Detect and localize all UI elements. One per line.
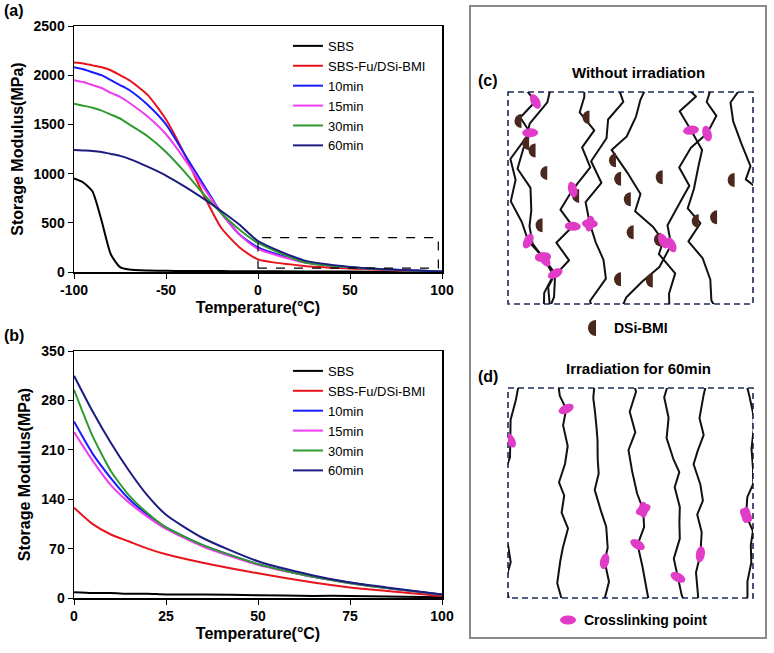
svg-text:50: 50 [342,282,358,298]
svg-text:-50: -50 [156,282,176,298]
svg-text:0: 0 [57,590,65,606]
svg-text:SBS: SBS [328,364,354,379]
svg-text:60min: 60min [328,463,363,478]
svg-text:140: 140 [41,491,65,507]
svg-text:Storage Modulus(MPa): Storage Modulus(MPa) [16,388,33,561]
svg-text:75: 75 [342,608,358,624]
html-text:(b): (b) [4,327,25,344]
svg-text:25: 25 [158,608,174,624]
svg-text:15min: 15min [328,424,363,439]
svg-text:30min: 30min [328,444,363,459]
svg-text:210: 210 [41,442,65,458]
svg-text:100: 100 [430,608,454,624]
html-text:(a): (a) [4,2,24,19]
svg-text:0: 0 [70,608,78,624]
svg-text:Irradiation for 60min: Irradiation for 60min [566,360,711,377]
svg-text:500: 500 [41,215,65,231]
svg-text:Storage Modulus(MPa): Storage Modulus(MPa) [9,62,26,235]
svg-text:15min: 15min [328,99,363,114]
svg-text:0: 0 [57,264,65,280]
svg-text:-100: -100 [60,282,88,298]
svg-text:2000: 2000 [34,67,65,83]
svg-text:30min: 30min [328,119,363,134]
svg-text:SBS: SBS [328,39,354,54]
svg-text:Without irradiation: Without irradiation [572,64,705,81]
svg-text:SBS-Fu/DSi-BMI: SBS-Fu/DSi-BMI [328,59,426,74]
svg-text:10min: 10min [328,404,363,419]
svg-text:10min: 10min [328,79,363,94]
svg-text:SBS-Fu/DSi-BMI: SBS-Fu/DSi-BMI [328,384,426,399]
svg-text:(c): (c) [478,72,498,89]
svg-text:280: 280 [41,392,65,408]
svg-text:(d): (d) [478,368,498,385]
svg-text:Temperature(°C): Temperature(°C) [196,299,320,316]
svg-text:2500: 2500 [34,18,65,34]
svg-text:1500: 1500 [34,116,65,132]
svg-text:DSi-BMI: DSi-BMI [614,320,668,336]
svg-text:100: 100 [430,282,454,298]
svg-text:0: 0 [254,282,262,298]
svg-text:1000: 1000 [34,166,65,182]
svg-text:60min: 60min [328,138,363,153]
svg-text:50: 50 [250,608,266,624]
svg-text:350: 350 [41,343,65,359]
svg-text:Crosslinking point: Crosslinking point [584,612,707,628]
svg-text:Temperature(°C): Temperature(°C) [196,625,320,642]
svg-text:70: 70 [49,541,65,557]
